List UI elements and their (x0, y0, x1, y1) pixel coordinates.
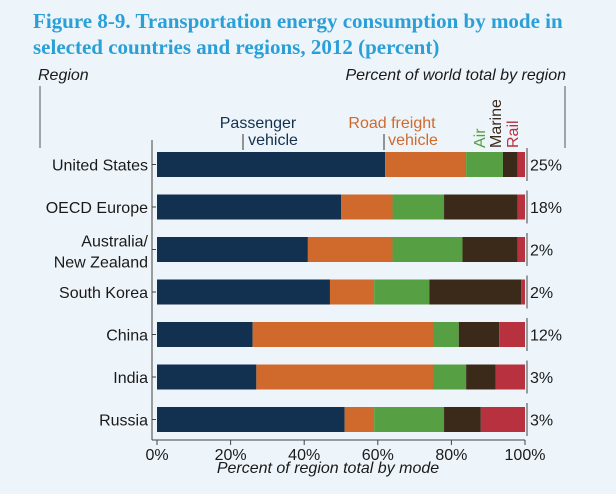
bar-united-states-marine (502, 152, 518, 177)
bar-china-passenger-vehicle (157, 322, 253, 347)
bar-australia-new-zealand-marine (462, 237, 518, 262)
x-axis-label: Percent of region total by mode (217, 460, 439, 477)
category-label: New Zealand (54, 255, 148, 272)
bar-india-air (433, 364, 467, 390)
bar-india-road-freight-vehicle (256, 364, 433, 390)
world-share-value: 2% (530, 243, 553, 260)
world-share-value: 3% (530, 413, 553, 430)
bar-russia-marine (444, 407, 481, 432)
legend-passenger-line1: Passenger (220, 115, 297, 132)
x-tick-label: 20% (215, 447, 247, 464)
bar-oecd-europe-passenger-vehicle (157, 194, 341, 220)
world-share-value: 25% (530, 158, 562, 175)
bar-united-states-rail (517, 152, 525, 177)
x-tick-label: 0% (145, 447, 168, 464)
bar-oecd-europe-marine (444, 194, 518, 220)
bar-oecd-europe-air (392, 194, 445, 220)
world-share-header: Percent of world total by region (345, 67, 566, 84)
x-tick-label: 100% (505, 447, 546, 464)
bar-south-korea-rail (521, 279, 525, 305)
world-share-value: 12% (530, 328, 562, 345)
x-tick-label: 40% (288, 447, 320, 464)
bar-india-rail (495, 364, 525, 390)
world-share-value: 18% (530, 200, 562, 217)
bar-australia-new-zealand-road-freight-vehicle (307, 237, 393, 262)
bar-china-air (433, 322, 459, 347)
figure-title: Figure 8-9. Transportation energy consum… (33, 9, 563, 59)
bar-india-marine (466, 364, 496, 390)
bar-south-korea-passenger-vehicle (157, 279, 330, 305)
category-label: South Korea (59, 285, 148, 302)
bar-russia-passenger-vehicle (157, 407, 345, 432)
bar-south-korea-road-freight-vehicle (329, 279, 375, 305)
bar-australia-new-zealand-rail (517, 237, 525, 262)
bar-united-states-road-freight-vehicle (385, 152, 467, 177)
bar-australia-new-zealand-passenger-vehicle (157, 237, 308, 262)
category-label: OECD Europe (46, 200, 148, 217)
world-share-value: 3% (530, 370, 553, 387)
bar-india-passenger-vehicle (157, 364, 257, 390)
category-label: India (113, 370, 148, 387)
legend-air: Air (472, 128, 489, 148)
legend-passenger-line2: vehicle (248, 132, 298, 149)
legend-marine: Marine (488, 99, 505, 148)
bar-united-states-passenger-vehicle (157, 152, 386, 177)
bar-united-states-air (466, 152, 503, 177)
bar-china-marine (458, 322, 500, 347)
category-label: Russia (99, 413, 148, 430)
legend-freight-line2: vehicle (388, 132, 438, 149)
bar-russia-rail (480, 407, 525, 432)
legend-freight-line1: Road freight (348, 115, 436, 132)
bar-oecd-europe-rail (517, 194, 525, 220)
legend-rail: Rail (505, 120, 522, 148)
world-share-value: 2% (530, 285, 553, 302)
region-header: Region (38, 67, 89, 84)
bar-china-road-freight-vehicle (252, 322, 433, 347)
bar-china-rail (499, 322, 525, 347)
bar-russia-air (374, 407, 445, 432)
category-label: China (106, 328, 148, 345)
bar-south-korea-marine (429, 279, 522, 305)
category-label: United States (52, 158, 148, 175)
category-label: Australia/ (81, 234, 148, 251)
plot-area: United States 25% OECD Europe 18% Australia/… (46, 140, 562, 464)
bar-south-korea-air (374, 279, 430, 305)
bar-oecd-europe-road-freight-vehicle (341, 194, 393, 220)
x-tick-label: 60% (362, 447, 394, 464)
bar-australia-new-zealand-air (392, 237, 463, 262)
x-tick-label: 80% (435, 447, 467, 464)
bar-russia-road-freight-vehicle (344, 407, 375, 432)
